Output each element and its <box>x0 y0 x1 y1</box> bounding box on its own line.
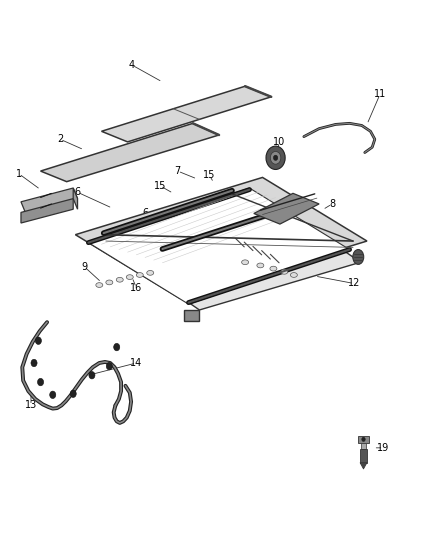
Text: 10: 10 <box>273 137 285 147</box>
Circle shape <box>106 362 113 370</box>
Text: 11: 11 <box>374 89 386 99</box>
Polygon shape <box>75 177 367 298</box>
Polygon shape <box>73 188 78 209</box>
Text: 17: 17 <box>248 222 261 232</box>
Polygon shape <box>41 123 219 182</box>
Text: 7: 7 <box>174 166 181 176</box>
Text: 19: 19 <box>378 443 390 453</box>
Text: 6: 6 <box>74 187 81 197</box>
Bar <box>361 442 366 449</box>
Circle shape <box>70 390 76 398</box>
Polygon shape <box>21 188 78 213</box>
Text: 6: 6 <box>142 208 148 219</box>
Circle shape <box>38 378 44 386</box>
Ellipse shape <box>106 280 113 285</box>
Circle shape <box>35 337 42 344</box>
Bar <box>358 436 369 442</box>
Ellipse shape <box>290 272 297 277</box>
Text: 12: 12 <box>348 278 360 288</box>
Text: 17: 17 <box>261 243 273 253</box>
Ellipse shape <box>147 270 154 275</box>
Bar <box>360 449 367 463</box>
Text: 16: 16 <box>130 282 142 293</box>
Polygon shape <box>21 199 73 223</box>
Ellipse shape <box>242 260 249 265</box>
Circle shape <box>273 155 278 160</box>
Text: 14: 14 <box>130 358 142 368</box>
Text: 1: 1 <box>16 169 22 179</box>
Circle shape <box>49 391 56 399</box>
Ellipse shape <box>116 277 123 282</box>
Circle shape <box>270 151 281 164</box>
Circle shape <box>31 359 37 367</box>
Circle shape <box>266 146 285 169</box>
Ellipse shape <box>270 266 277 271</box>
Text: 13: 13 <box>25 400 37 410</box>
Text: 8: 8 <box>329 199 335 209</box>
Ellipse shape <box>126 274 133 279</box>
Text: 15: 15 <box>154 181 166 191</box>
Polygon shape <box>254 193 319 224</box>
Text: 15: 15 <box>203 171 215 180</box>
Text: 9: 9 <box>81 262 87 271</box>
Ellipse shape <box>96 282 103 287</box>
Text: 4: 4 <box>129 60 135 70</box>
Polygon shape <box>102 86 271 142</box>
Polygon shape <box>360 463 367 469</box>
Circle shape <box>89 372 95 379</box>
Polygon shape <box>184 252 360 310</box>
Text: 2: 2 <box>57 134 63 144</box>
Ellipse shape <box>353 249 364 264</box>
Polygon shape <box>88 188 350 304</box>
Polygon shape <box>184 310 199 320</box>
Ellipse shape <box>281 269 288 274</box>
Ellipse shape <box>136 272 143 277</box>
Ellipse shape <box>257 263 264 268</box>
Text: 9: 9 <box>290 232 296 243</box>
Circle shape <box>114 343 120 351</box>
Circle shape <box>362 437 365 441</box>
